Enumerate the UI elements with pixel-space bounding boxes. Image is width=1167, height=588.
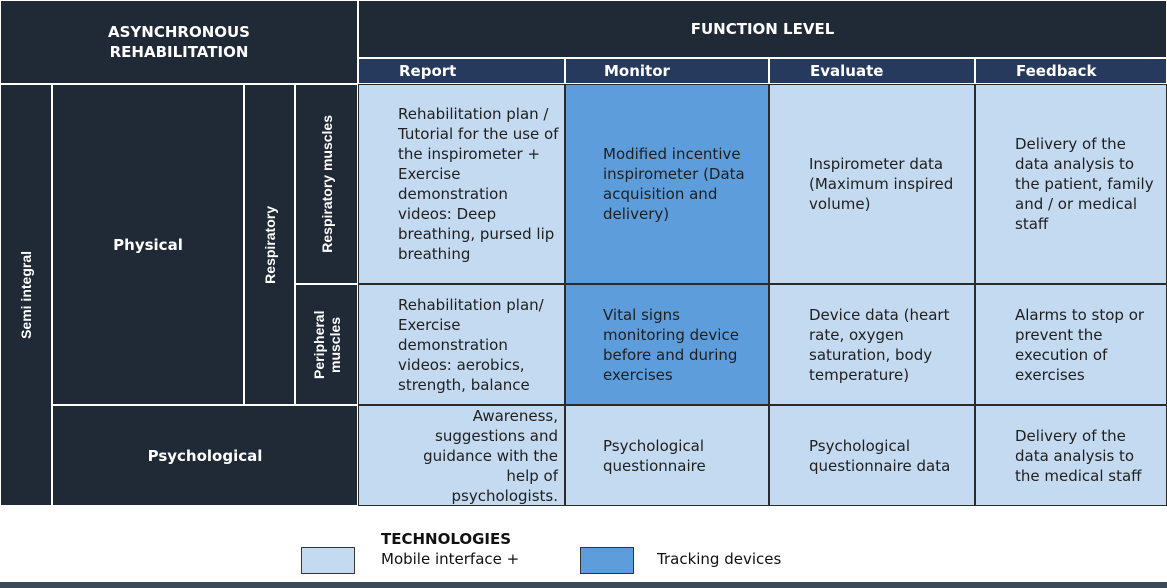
row2-report-text: Rehabilitation plan/ Exercise demonstrat… bbox=[398, 295, 544, 394]
row3-report-cell: Awareness, suggestions and guidance with… bbox=[358, 405, 565, 506]
row3-monitor-cell: Psychological questionnaire bbox=[565, 405, 769, 506]
legend-label-tracking: Tracking devices bbox=[657, 550, 782, 568]
row1-monitor-text: Modified incentive inspirometer (Data ac… bbox=[603, 145, 745, 223]
peripheral-muscles-text: Peripheral muscles bbox=[310, 310, 343, 379]
psychological-cell: Psychological bbox=[52, 405, 358, 506]
column-header-report: Report bbox=[358, 58, 565, 84]
physical-text: Physical bbox=[113, 235, 183, 254]
row2-report-cell: Rehabilitation plan/ Exercise demonstrat… bbox=[358, 284, 565, 405]
row1-feedback-cell: Delivery of the data analysis to the pat… bbox=[975, 84, 1167, 284]
physical-cell: Physical bbox=[52, 84, 244, 405]
row1-evaluate-text: Inspirometer data (Maximum inspired volu… bbox=[809, 155, 954, 213]
integration-level-text: Semi integral bbox=[18, 251, 34, 339]
legend-label-mobile: Mobile interface + bbox=[381, 550, 520, 568]
row2-evaluate-text: Device data (heart rate, oxygen saturati… bbox=[809, 305, 950, 384]
row1-evaluate-cell: Inspirometer data (Maximum inspired volu… bbox=[769, 84, 975, 284]
function-level-text: FUNCTION LEVEL bbox=[690, 20, 835, 38]
row1-report-cell: Rehabilitation plan / Tutorial for the u… bbox=[358, 84, 565, 284]
row3-report-text: Awareness, suggestions and guidance with… bbox=[423, 406, 558, 505]
row3-monitor-text: Psychological questionnaire bbox=[603, 436, 706, 475]
row1-feedback-text: Delivery of the data analysis to the pat… bbox=[1015, 135, 1154, 233]
column-header-monitor: Monitor bbox=[565, 58, 769, 84]
row2-monitor-text: Vital signs monitoring device before and… bbox=[603, 305, 739, 384]
rehabilitation-table: ASYNCHRONOUS REHABILITATION FUNCTION LEV… bbox=[0, 0, 1167, 506]
respiratory-cell: Respiratory bbox=[244, 84, 295, 405]
row3-feedback-text: Delivery of the data analysis to the med… bbox=[1015, 426, 1142, 485]
column-header-evaluate: Evaluate bbox=[769, 58, 975, 84]
bottom-divider bbox=[0, 582, 1167, 588]
corner-title-text: ASYNCHRONOUS REHABILITATION bbox=[108, 23, 250, 61]
respiratory-text: Respiratory bbox=[261, 205, 278, 284]
row1-report-text: Rehabilitation plan / Tutorial for the u… bbox=[398, 105, 559, 263]
corner-title: ASYNCHRONOUS REHABILITATION bbox=[0, 0, 358, 84]
column-header-feedback-text: Feedback bbox=[1016, 62, 1097, 80]
peripheral-muscles-cell: Peripheral muscles bbox=[295, 284, 358, 405]
integration-level-cell: Semi integral bbox=[0, 84, 52, 506]
row2-monitor-cell: Vital signs monitoring device before and… bbox=[565, 284, 769, 405]
column-header-evaluate-text: Evaluate bbox=[810, 62, 884, 80]
legend-swatch-tracking bbox=[580, 547, 634, 574]
row3-evaluate-cell: Psychological questionnaire data bbox=[769, 405, 975, 506]
column-header-report-text: Report bbox=[399, 62, 457, 80]
respiratory-muscles-text: Respiratory muscles bbox=[318, 115, 335, 253]
respiratory-muscles-cell: Respiratory muscles bbox=[295, 84, 358, 284]
row2-feedback-text: Alarms to stop or prevent the execution … bbox=[1015, 305, 1145, 384]
function-level-header: FUNCTION LEVEL bbox=[358, 0, 1167, 58]
psychological-text: Psychological bbox=[147, 446, 263, 465]
column-header-monitor-text: Monitor bbox=[604, 62, 670, 80]
row2-feedback-cell: Alarms to stop or prevent the execution … bbox=[975, 284, 1167, 405]
row3-evaluate-text: Psychological questionnaire data bbox=[809, 436, 951, 475]
row2-evaluate-cell: Device data (heart rate, oxygen saturati… bbox=[769, 284, 975, 405]
legend-swatch-mobile bbox=[301, 547, 355, 574]
row3-feedback-cell: Delivery of the data analysis to the med… bbox=[975, 405, 1167, 506]
row1-monitor-cell: Modified incentive inspirometer (Data ac… bbox=[565, 84, 769, 284]
legend-title: TECHNOLOGIES bbox=[381, 530, 512, 548]
column-header-feedback: Feedback bbox=[975, 58, 1167, 84]
